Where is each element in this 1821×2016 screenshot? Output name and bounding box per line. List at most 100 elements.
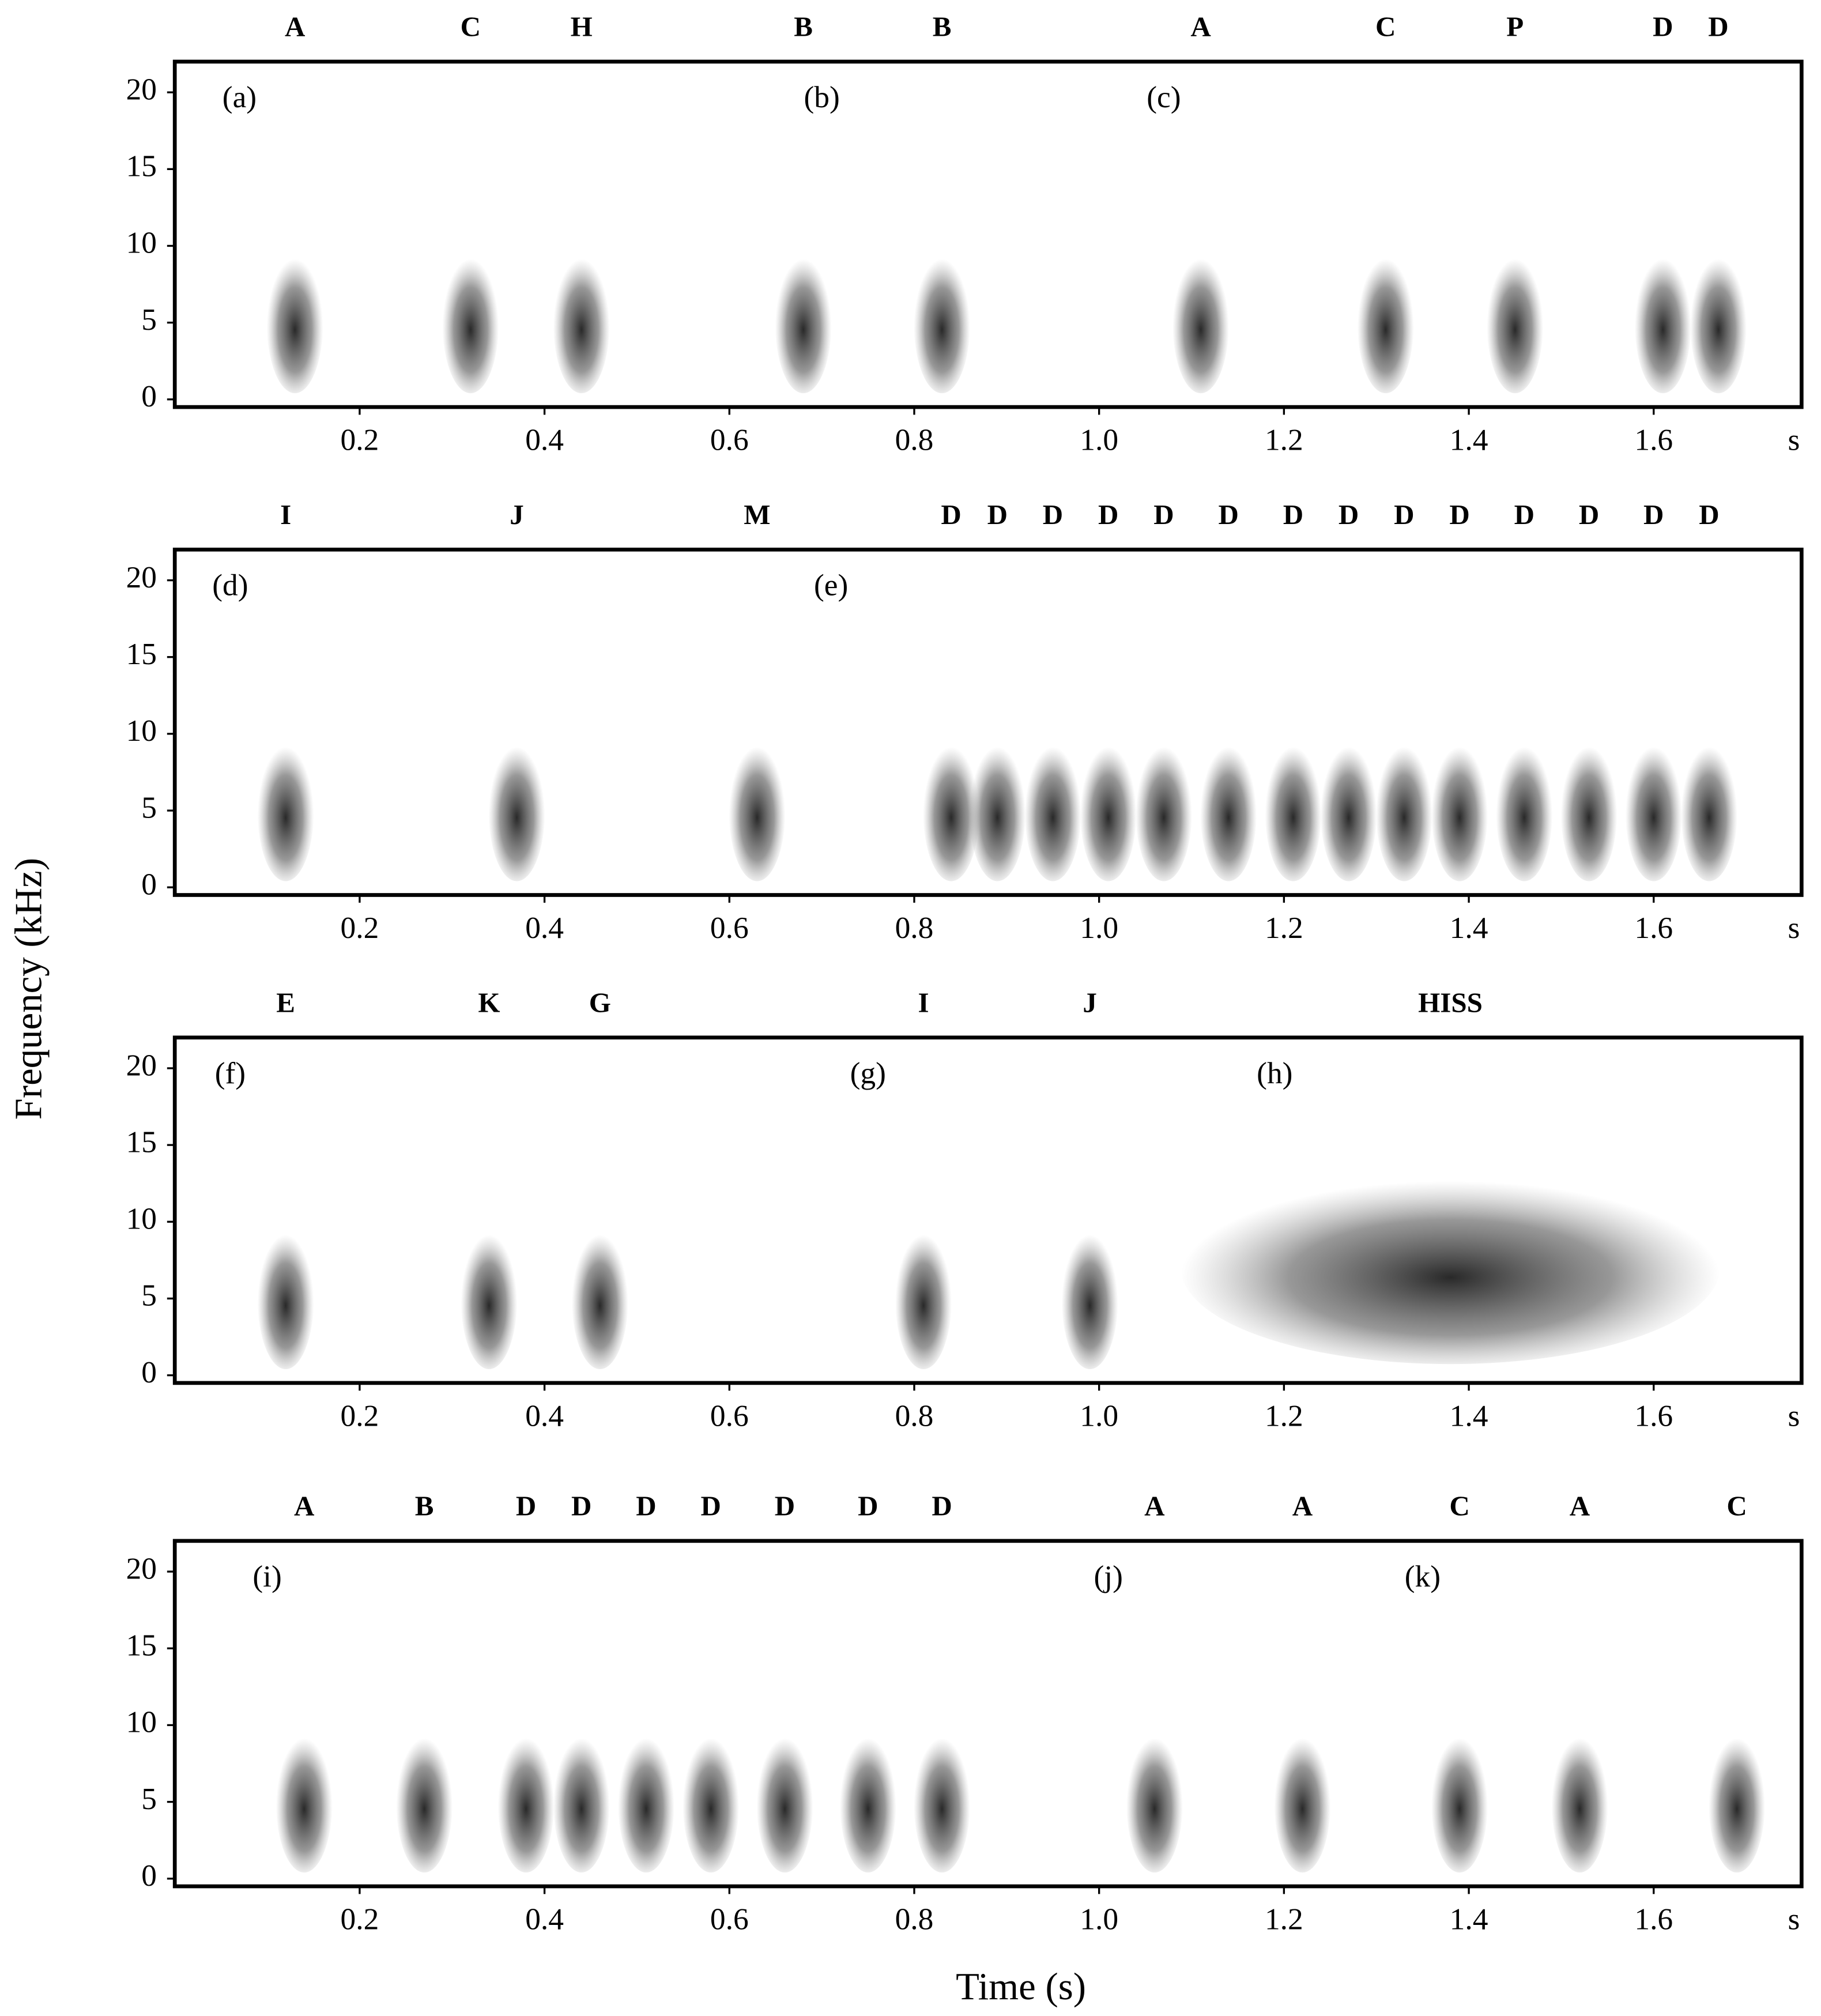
- syllable-label: D: [1043, 499, 1063, 530]
- y-tick-label: 5: [141, 1278, 157, 1313]
- syllable-label: D: [1283, 499, 1303, 530]
- syllable-blob: [442, 252, 499, 394]
- y-tick-label: 15: [126, 1124, 157, 1159]
- syllable-label: A: [1292, 1490, 1313, 1521]
- syllable-label: A: [1190, 10, 1211, 42]
- syllable-blob: [257, 740, 314, 881]
- y-tick-label: 0: [141, 1858, 157, 1893]
- panel-frame: [172, 1539, 1804, 1889]
- panel-label: (d): [212, 567, 248, 602]
- syllable-label: K: [478, 986, 500, 1018]
- x-tick-label: 0.6: [710, 1902, 749, 1936]
- syllable-label: D: [701, 1490, 721, 1521]
- x-unit-label: s: [1788, 423, 1800, 457]
- syllable-label: D: [932, 1490, 952, 1521]
- syllable-label: D: [775, 1490, 795, 1521]
- syllable-blob: [497, 1731, 555, 1873]
- syllable-label: D: [987, 499, 1008, 530]
- x-tick-label: 0.2: [341, 910, 379, 945]
- syllable-label: D: [1708, 10, 1728, 42]
- syllable-blob: [1126, 1731, 1183, 1873]
- syllable-label: D: [516, 1490, 536, 1521]
- y-tick-label: 5: [141, 1781, 157, 1816]
- syllable-blob: [1431, 1731, 1488, 1873]
- syllable-blob: [914, 1731, 971, 1873]
- syllable-label: D: [636, 1490, 656, 1521]
- panel-label: (f): [215, 1056, 246, 1090]
- x-tick-label: 0.4: [525, 423, 564, 457]
- syllable-blob: [775, 252, 832, 394]
- syllable-label: D: [1153, 499, 1174, 530]
- syllable-blob: [969, 740, 1026, 881]
- syllable-blob: [488, 740, 545, 881]
- syllable-label: J: [510, 499, 524, 530]
- x-tick-label: 0.8: [895, 1902, 934, 1936]
- syllable-label: P: [1506, 10, 1524, 42]
- syllable-label: B: [794, 10, 813, 42]
- syllable-label: D: [571, 1490, 591, 1521]
- x-tick-label: 1.0: [1080, 423, 1118, 457]
- syllable-blob: [1265, 740, 1322, 881]
- syllable-label: D: [1218, 499, 1238, 530]
- syllable-blob: [1200, 740, 1257, 881]
- x-tick-label: 1.6: [1634, 423, 1673, 457]
- syllable-blob: [257, 1227, 314, 1369]
- x-tick-label: 0.6: [710, 910, 749, 945]
- syllable-label: D: [1653, 10, 1673, 42]
- y-tick-label: 20: [126, 1047, 157, 1082]
- x-tick-label: 0.8: [895, 910, 934, 945]
- x-tick-label: 0.2: [341, 1399, 379, 1433]
- syllable-label: C: [461, 10, 481, 42]
- syllable-blob: [1496, 740, 1553, 881]
- x-unit-label: s: [1788, 1902, 1800, 1936]
- x-tick-label: 0.2: [341, 423, 379, 457]
- x-unit-label: s: [1788, 1399, 1800, 1433]
- syllable-label: D: [1394, 499, 1414, 530]
- x-tick-label: 1.6: [1634, 1902, 1673, 1936]
- syllable-label: HISS: [1418, 986, 1483, 1018]
- x-tick-label: 1.4: [1450, 423, 1488, 457]
- y-tick-label: 10: [126, 1201, 157, 1236]
- y-axis-label: Frequency (kHz): [7, 858, 50, 1120]
- syllable-blob: [923, 740, 980, 881]
- syllable-blob: [276, 1731, 333, 1873]
- syllable-label: D: [1579, 499, 1599, 530]
- x-tick-label: 1.6: [1634, 910, 1673, 945]
- panel-label: (i): [252, 1559, 281, 1593]
- x-tick-label: 1.6: [1634, 1399, 1673, 1433]
- syllable-blob: [1680, 740, 1737, 881]
- syllable-label: A: [1570, 1490, 1590, 1521]
- syllable-blob: [617, 1731, 674, 1873]
- panel-label: (g): [850, 1056, 886, 1090]
- panel-frame: [172, 547, 1804, 897]
- syllable-label: H: [571, 10, 593, 42]
- x-tick-label: 1.2: [1265, 1902, 1303, 1936]
- syllable-blob: [1487, 252, 1544, 394]
- syllable-blob: [839, 1731, 896, 1873]
- syllable-label: A: [294, 1490, 315, 1521]
- syllable-blob: [1357, 252, 1414, 394]
- panel-label: (e): [814, 567, 848, 602]
- panel-frame: [172, 1035, 1804, 1385]
- y-tick-label: 5: [141, 790, 157, 824]
- syllable-label: A: [1144, 1490, 1165, 1521]
- y-tick-label: 0: [141, 866, 157, 901]
- syllable-label: D: [858, 1490, 878, 1521]
- syllable-blob: [1181, 1171, 1720, 1365]
- syllable-label: D: [1514, 499, 1535, 530]
- syllable-blob: [571, 1227, 628, 1369]
- x-tick-label: 1.0: [1080, 1902, 1118, 1936]
- syllable-blob: [396, 1731, 453, 1873]
- panel-label: (c): [1147, 80, 1181, 114]
- x-tick-label: 1.2: [1265, 910, 1303, 945]
- x-tick-label: 0.4: [525, 1399, 564, 1433]
- y-tick-label: 0: [141, 1355, 157, 1389]
- syllable-blob: [1080, 740, 1137, 881]
- syllable-label: C: [1449, 1490, 1469, 1521]
- panel-label: (j): [1094, 1559, 1122, 1593]
- syllable-label: M: [744, 499, 770, 530]
- syllable-blob: [1625, 740, 1682, 881]
- y-tick-label: 5: [141, 302, 157, 337]
- syllable-label: A: [285, 10, 306, 42]
